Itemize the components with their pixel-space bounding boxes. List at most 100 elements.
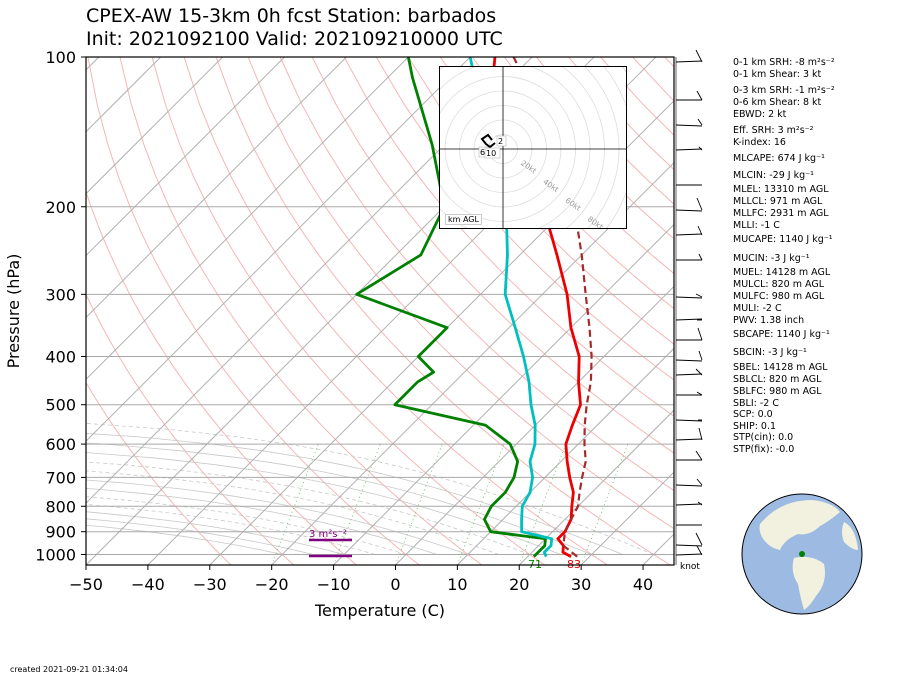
wind-barb xyxy=(675,60,703,63)
y-tick-label: 600 xyxy=(45,435,76,454)
hodograph-height-label: 2 xyxy=(498,137,503,146)
moist-adiabat xyxy=(86,461,530,555)
dry-adiabat xyxy=(151,57,546,565)
x-tick-label: −40 xyxy=(131,575,165,594)
index-item: SBLI: -2 C xyxy=(733,398,779,409)
x-tick-label: 40 xyxy=(633,575,653,594)
isotherm xyxy=(457,347,674,565)
mixing-ratio-line xyxy=(395,443,443,565)
hodograph-ring-label: 60kt xyxy=(564,196,583,213)
dry-adiabat xyxy=(119,57,483,565)
index-item: MLLCL: 971 m AGL xyxy=(733,196,823,207)
wind-barb-flag xyxy=(695,450,703,461)
index-item: MLLFC: 2931 m AGL xyxy=(733,208,829,219)
index-item: MLLI: -1 C xyxy=(733,220,780,231)
wind-unit-label: knot xyxy=(680,562,700,572)
wind-barb-flag xyxy=(697,327,703,341)
wind-barb xyxy=(675,503,703,506)
created-timestamp: created 2021-09-21 01:34:04 xyxy=(10,665,128,674)
moist-adiabat xyxy=(86,504,376,555)
index-item: 0-1 km Shear: 3 kt xyxy=(733,69,822,80)
index-item: MLCAPE: 674 J kg⁻¹ xyxy=(733,153,825,164)
isotherm xyxy=(86,57,285,257)
wind-barb-flag xyxy=(697,501,703,506)
y-tick-label: 800 xyxy=(45,497,76,516)
wind-barb xyxy=(675,318,703,321)
hodograph-ring xyxy=(622,67,626,228)
dry-adiabat xyxy=(86,293,295,565)
index-item: SBCIN: -3 J kg⁻¹ xyxy=(733,347,807,358)
y-tick-label: 400 xyxy=(45,348,76,367)
isotherm xyxy=(518,409,674,565)
index-item: MUCAPE: 1140 J kg⁻¹ xyxy=(733,234,833,245)
dewpoint-profile xyxy=(355,57,547,558)
y-tick-label: 700 xyxy=(45,468,76,487)
index-item: SCP: 0.0 xyxy=(733,409,773,420)
wind-barb xyxy=(675,296,703,299)
dry-adiabat xyxy=(311,57,674,454)
index-item: MUEL: 14128 m AGL xyxy=(733,267,831,278)
mixing-ratio-line xyxy=(456,443,505,565)
index-item: MULCL: 820 m AGL xyxy=(733,279,825,290)
wind-barb-flag xyxy=(697,225,703,236)
hodograph-inset: 20kt 40kt 60kt 80kt 2 6 10 km AGL xyxy=(439,66,627,229)
wind-barb-flag xyxy=(696,391,703,396)
dry-adiabat xyxy=(439,57,674,310)
wind-barb-flag xyxy=(696,90,703,101)
wind-barb-flag xyxy=(696,545,703,556)
wind-barb xyxy=(675,419,703,422)
wind-barb xyxy=(675,553,703,556)
wind-barb xyxy=(675,233,703,236)
index-item: SBEL: 14128 m AGL xyxy=(733,362,828,373)
index-item: MULFC: 980 m AGL xyxy=(733,291,825,302)
x-tick-label: 20 xyxy=(509,575,529,594)
isotherm xyxy=(271,161,674,565)
dry-adiabat xyxy=(343,57,674,417)
moist-adiabat xyxy=(86,511,345,555)
mixing-ratio-line xyxy=(271,443,319,565)
dry-adiabat xyxy=(471,57,674,275)
dry-adiabat xyxy=(407,57,674,345)
wind-barb xyxy=(675,209,703,212)
index-item: SBLCL: 820 m AGL xyxy=(733,374,822,385)
x-tick-label: −10 xyxy=(317,575,351,594)
index-item: SBCAPE: 1140 J kg⁻¹ xyxy=(733,329,830,340)
y-tick-label: 1000 xyxy=(35,545,76,564)
hodograph-ring-label: 20kt xyxy=(519,158,538,175)
wind-barb-flag xyxy=(695,532,703,546)
isotherm xyxy=(580,471,674,565)
mixing-ratio-line xyxy=(580,443,629,565)
y-axis-label: Pressure (hPa) xyxy=(4,254,23,369)
index-item: SHIP: 0.1 xyxy=(733,421,777,432)
hodograph-ring-label: 40kt xyxy=(541,177,560,194)
wind-barb-flag xyxy=(697,118,703,126)
dry-adiabat xyxy=(87,57,420,565)
index-item: MUCIN: -3 J kg⁻¹ xyxy=(733,253,810,264)
plot-frame xyxy=(85,56,675,566)
wind-barb xyxy=(675,148,703,151)
x-tick-label: −20 xyxy=(255,575,289,594)
temperature-profile xyxy=(491,57,582,558)
index-item: STP(cin): 0.0 xyxy=(733,432,794,443)
isotherm xyxy=(86,57,471,442)
y-tick-label: 100 xyxy=(45,48,76,67)
index-item: MLEL: 13310 m AGL xyxy=(733,184,829,195)
index-item: K-index: 16 xyxy=(733,137,786,148)
index-item: PWV: 1.38 inch xyxy=(733,315,805,326)
mixing-ratio-line xyxy=(333,443,381,565)
location-globe xyxy=(741,493,863,615)
x-tick-label: 0 xyxy=(390,575,400,594)
wind-barb-flag xyxy=(698,350,703,361)
dry-adiabat xyxy=(86,190,357,565)
chart-title-line2: Init: 2021092100 Valid: 202109210000 UTC xyxy=(86,28,503,50)
chart-title-line1: CPEX-AW 15-3km 0h fcst Station: barbados xyxy=(86,5,497,27)
isotherm xyxy=(86,57,162,133)
hodograph-ring xyxy=(584,67,620,228)
index-item: Eff. SRH: 3 m²s⁻² xyxy=(733,125,814,136)
dry-adiabat xyxy=(247,57,674,530)
wind-barb-flag xyxy=(698,427,703,441)
wind-barb-flag xyxy=(695,293,703,298)
index-item: MULI: -2 C xyxy=(733,303,782,314)
y-tick-label: 500 xyxy=(45,396,76,415)
